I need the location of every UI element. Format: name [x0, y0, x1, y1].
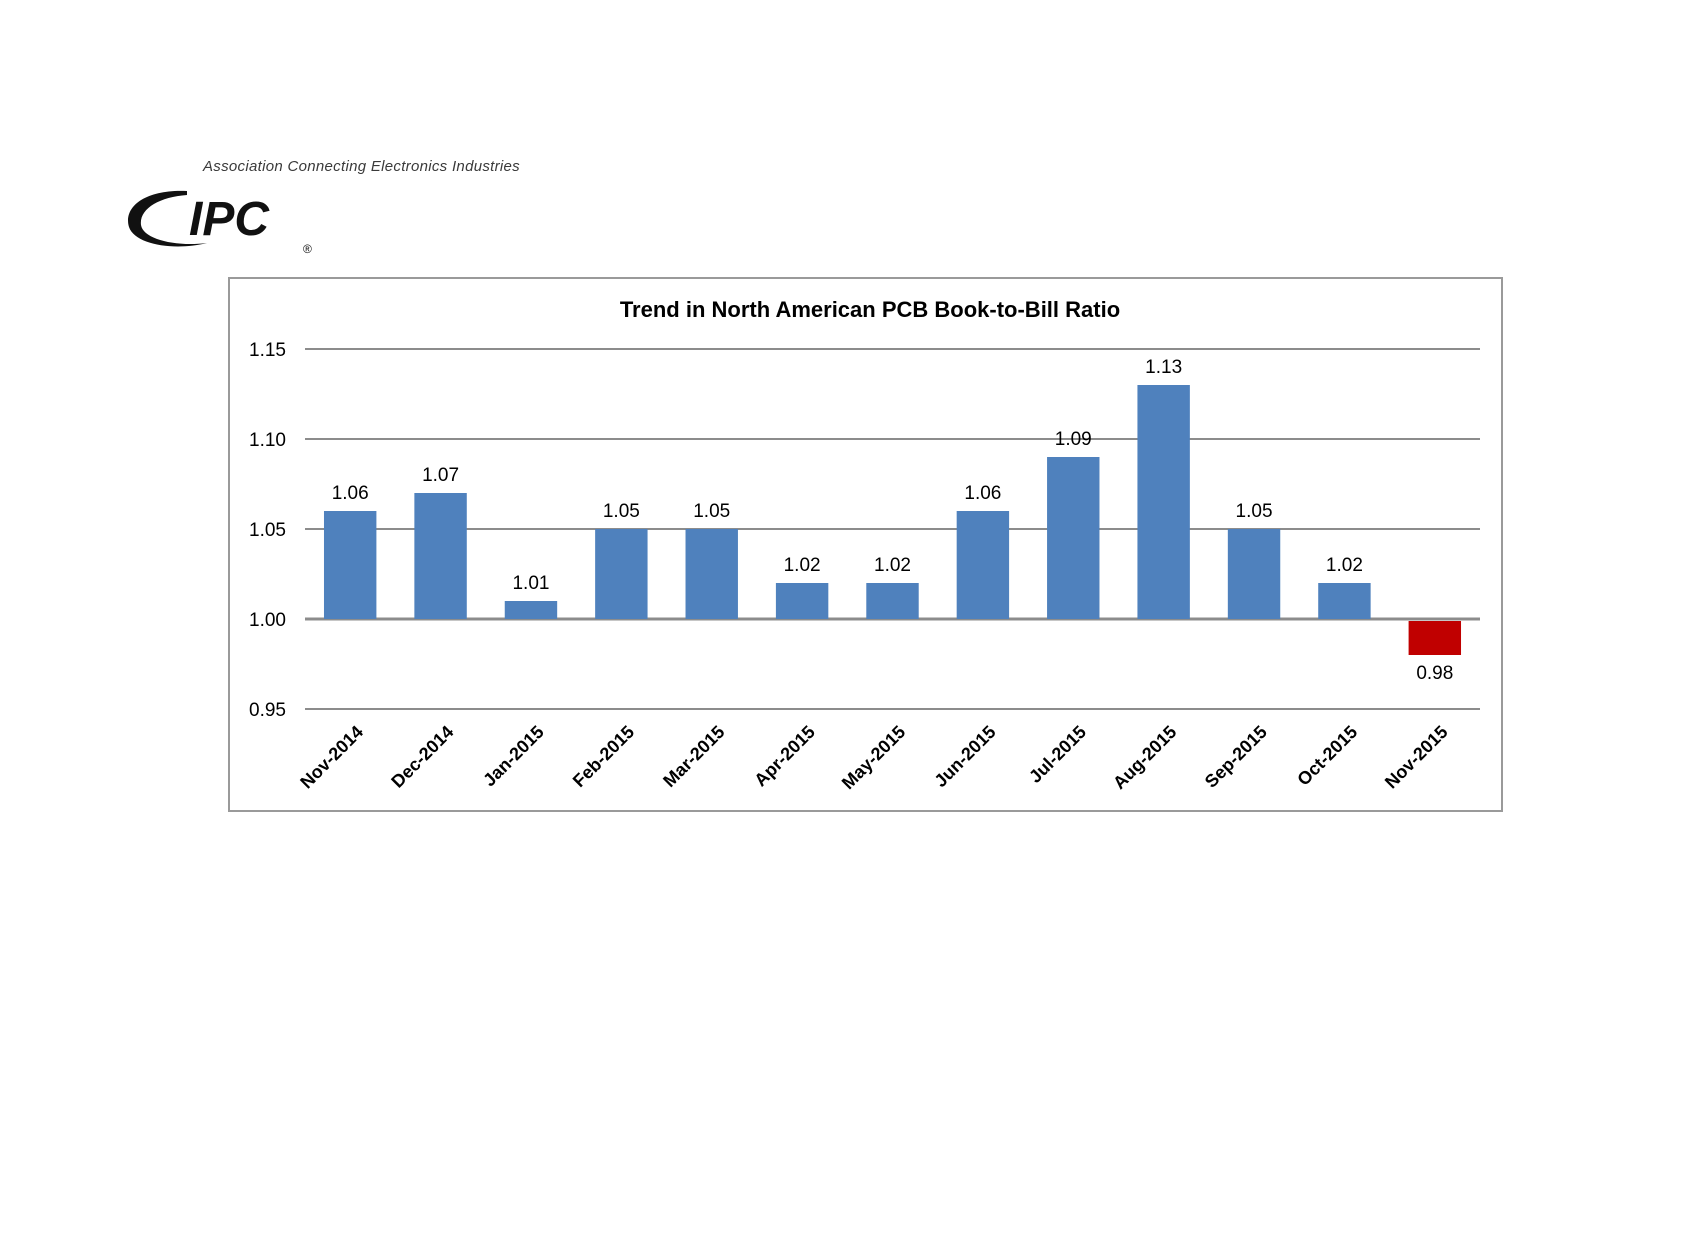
x-tick-label: Nov-2015	[1381, 722, 1452, 793]
bar-oct-2015	[1318, 583, 1371, 619]
x-tick-label: May-2015	[838, 722, 909, 793]
logo-swoosh	[128, 190, 207, 247]
x-tick-label: Dec-2014	[387, 722, 457, 792]
logo-tagline: Association Connecting Electronics Indus…	[203, 158, 520, 175]
bars	[323, 385, 1462, 655]
data-label: 1.01	[512, 573, 549, 594]
data-label: 1.09	[1055, 429, 1092, 450]
x-tick-label: Mar-2015	[659, 722, 728, 791]
x-axis-ticks: Nov-2014 Dec-2014 Jan-2015 Feb-2015 Mar-2015…	[296, 722, 1451, 793]
x-tick-label: Jun-2015	[930, 722, 999, 791]
bar-jan-2015	[504, 601, 558, 619]
gridlines	[305, 348, 1480, 710]
bar-may-2015	[866, 583, 919, 619]
x-tick-label: Aug-2015	[1109, 722, 1180, 793]
data-label: 1.07	[422, 465, 459, 486]
y-tick-label: 1.10	[249, 430, 286, 451]
bar-dec-2014	[414, 493, 467, 619]
bar-apr-2015	[775, 583, 829, 619]
x-tick-label: Jan-2015	[479, 722, 548, 791]
data-labels: 1.06 1.07 1.01 1.05 1.05 1.02 1.02 1.06 1.09 1.13…	[332, 357, 1454, 684]
ipc-logo: Association Connecting Electronics Indus…	[125, 155, 565, 265]
bar-jul-2015	[1047, 457, 1100, 619]
y-tick-label: 0.95	[249, 700, 286, 721]
data-label: 1.06	[332, 483, 369, 504]
logo-registered: ®	[303, 242, 312, 256]
y-axis-ticks: 1.15 1.10 1.05 1.00 0.95	[249, 340, 286, 721]
bar-nov-2015	[1408, 621, 1462, 655]
y-tick-label: 1.15	[249, 340, 286, 361]
x-tick-label: Oct-2015	[1293, 722, 1361, 790]
x-tick-label: Sep-2015	[1201, 722, 1271, 792]
data-label: 1.05	[603, 501, 640, 522]
book-to-bill-chart: Trend in North American PCB Book-to-Bill…	[249, 297, 1480, 793]
data-label: 1.05	[1236, 501, 1273, 522]
chart-title: Trend in North American PCB Book-to-Bill…	[620, 297, 1120, 322]
logo-wordmark: IPC	[189, 193, 270, 246]
bar-aug-2015	[1137, 385, 1190, 619]
ipc-logo-mark: IPC ®	[128, 190, 312, 256]
data-label: 1.05	[693, 501, 730, 522]
data-label: 1.02	[784, 555, 821, 576]
data-label: 1.02	[874, 555, 911, 576]
x-tick-label: Nov-2014	[296, 722, 367, 793]
bar-sep-2015	[1227, 529, 1281, 619]
x-tick-label: Apr-2015	[750, 722, 819, 791]
x-tick-label: Feb-2015	[569, 722, 638, 791]
data-label: 1.02	[1326, 555, 1363, 576]
data-label: 0.98	[1416, 663, 1453, 684]
bar-feb-2015	[595, 529, 648, 619]
bar-nov-2014	[323, 511, 377, 619]
data-label: 1.13	[1145, 357, 1182, 378]
bar-mar-2015	[685, 529, 738, 619]
y-tick-label: 1.00	[249, 610, 286, 631]
bar-jun-2015	[956, 511, 1010, 619]
y-tick-label: 1.05	[249, 520, 286, 541]
data-label: 1.06	[964, 483, 1001, 504]
x-tick-label: Jul-2015	[1025, 722, 1090, 787]
chart-frame: Trend in North American PCB Book-to-Bill…	[228, 277, 1503, 812]
